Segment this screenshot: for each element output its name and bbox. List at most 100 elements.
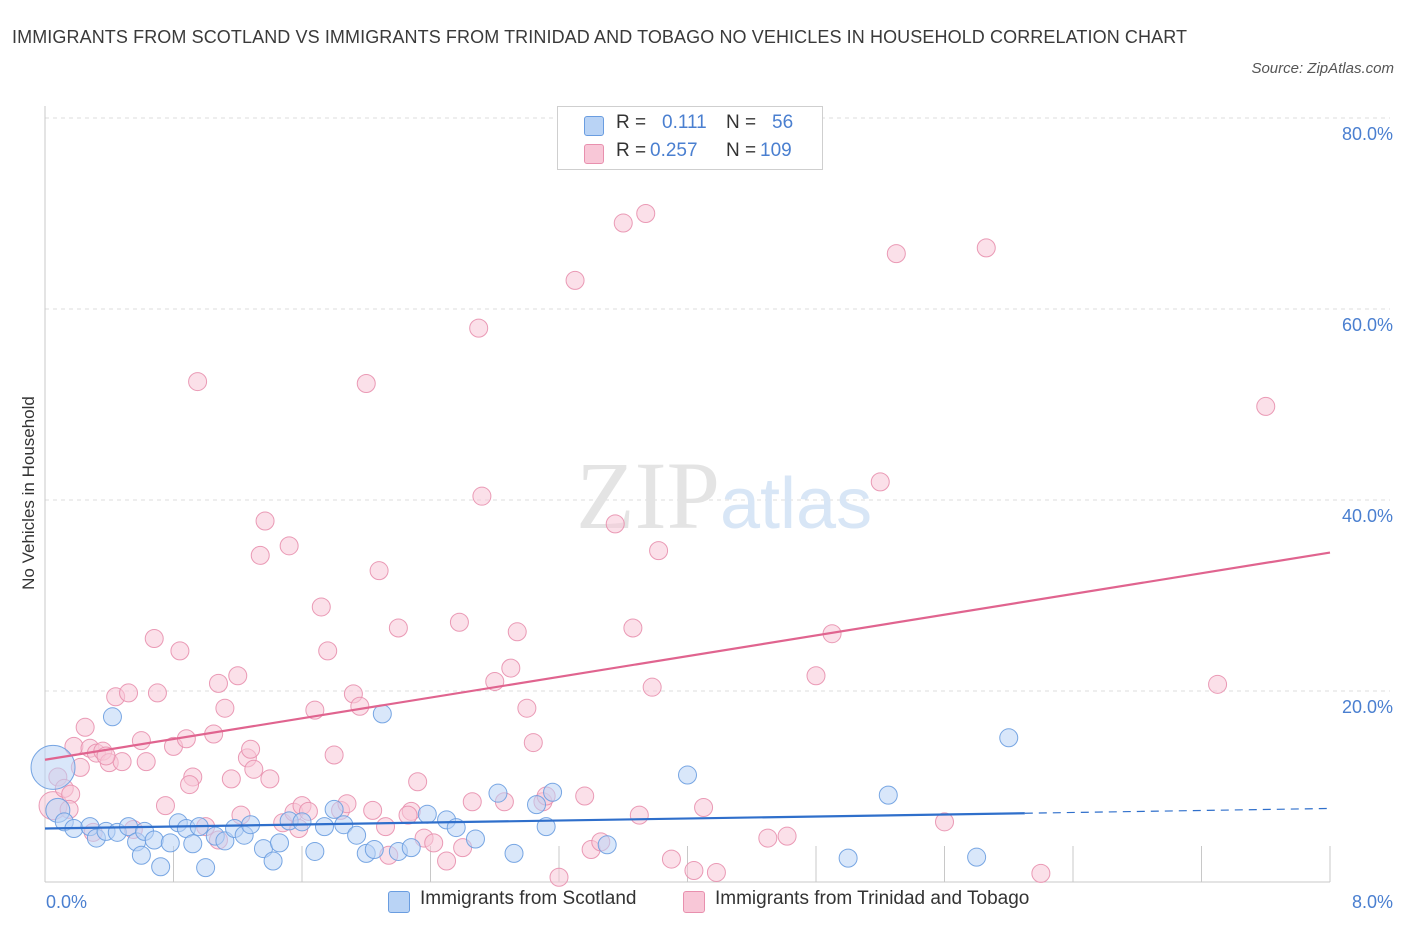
data-point-scotland bbox=[347, 825, 367, 845]
bottom-legend-label-scotland: Immigrants from Scotland bbox=[420, 888, 637, 909]
legend-n-label: N = bbox=[726, 140, 757, 161]
x-tick-labels: 0.0% 8.0% bbox=[46, 892, 1393, 912]
data-point-scotland bbox=[160, 833, 180, 853]
data-point-scotland bbox=[144, 830, 164, 850]
y-tick-labels: 20.0% 40.0% 60.0% 80.0% bbox=[1342, 124, 1393, 717]
data-point-trinidad bbox=[523, 733, 543, 753]
data-point-scotland bbox=[999, 728, 1019, 748]
data-point-trinidad bbox=[1256, 396, 1276, 416]
y-tick-label: 40.0% bbox=[1342, 506, 1393, 526]
data-point-trinidad bbox=[388, 618, 408, 638]
data-point-trinidad bbox=[241, 739, 261, 759]
data-point-trinidad bbox=[1208, 674, 1228, 694]
trend-line-trinidad bbox=[44, 551, 1331, 761]
data-point-trinidad bbox=[462, 792, 482, 812]
data-point-trinidad bbox=[398, 805, 418, 825]
data-point-scotland bbox=[324, 799, 344, 819]
data-point-trinidad bbox=[147, 683, 167, 703]
data-point-trinidad bbox=[517, 698, 537, 718]
data-point-trinidad bbox=[356, 373, 376, 393]
y-tick-label: 20.0% bbox=[1342, 697, 1393, 717]
data-point-trinidad bbox=[806, 666, 826, 686]
data-point-trinidad bbox=[311, 597, 331, 617]
series-trinidad-points bbox=[38, 204, 1276, 887]
data-point-trinidad bbox=[363, 800, 383, 820]
data-point-trinidad bbox=[976, 238, 996, 258]
data-point-trinidad bbox=[649, 541, 669, 561]
data-point-trinidad bbox=[188, 372, 208, 392]
gridlines bbox=[45, 117, 1390, 692]
data-point-trinidad bbox=[208, 673, 228, 693]
y-tick-label: 80.0% bbox=[1342, 124, 1393, 144]
data-point-trinidad bbox=[255, 511, 275, 531]
legend-n-value-scotland: 56 bbox=[772, 112, 794, 133]
data-point-trinidad bbox=[136, 752, 156, 772]
data-point-scotland bbox=[465, 829, 485, 849]
data-point-trinidad bbox=[119, 683, 139, 703]
y-axis-label: No Vehicles in Household bbox=[19, 396, 38, 590]
data-point-trinidad bbox=[684, 861, 704, 881]
data-point-trinidad bbox=[131, 731, 151, 751]
data-point-trinidad bbox=[221, 769, 241, 789]
source-label: Source: ZipAtlas.com bbox=[1251, 60, 1394, 77]
data-point-trinidad bbox=[1031, 863, 1051, 883]
data-point-trinidad bbox=[549, 867, 569, 887]
bottom-legend-swatch-trinidad bbox=[683, 891, 705, 913]
chart-title: IMMIGRANTS FROM SCOTLAND VS IMMIGRANTS F… bbox=[12, 27, 1188, 47]
data-point-trinidad bbox=[437, 851, 457, 871]
data-point-scotland bbox=[305, 841, 325, 861]
data-point-scotland bbox=[504, 843, 524, 863]
data-point-scotland bbox=[543, 782, 563, 802]
data-point-scotland bbox=[102, 707, 122, 727]
data-point-trinidad bbox=[605, 514, 625, 534]
data-point-scotland bbox=[30, 744, 76, 790]
data-point-trinidad bbox=[228, 666, 248, 686]
legend-n-value-trinidad: 109 bbox=[760, 140, 792, 161]
data-point-scotland bbox=[527, 795, 547, 815]
data-point-trinidad bbox=[694, 798, 714, 818]
watermark-zip: ZIP bbox=[576, 442, 720, 549]
legend-swatch-trinidad bbox=[584, 144, 604, 164]
legend-swatch-scotland bbox=[584, 116, 604, 136]
data-point-scotland bbox=[678, 765, 697, 785]
data-point-trinidad bbox=[324, 745, 344, 765]
data-point-scotland bbox=[263, 851, 283, 871]
data-point-trinidad bbox=[501, 658, 521, 678]
data-point-scotland bbox=[183, 834, 203, 854]
data-point-scotland bbox=[270, 833, 290, 853]
legend-r-value-scotland: 0.111 bbox=[662, 112, 707, 133]
data-point-trinidad bbox=[575, 786, 595, 806]
data-point-trinidad bbox=[472, 486, 492, 506]
data-point-scotland bbox=[967, 847, 987, 867]
data-point-trinidad bbox=[642, 677, 662, 697]
legend-n-label: N = bbox=[726, 112, 757, 133]
data-point-trinidad bbox=[279, 536, 299, 556]
bottom-legend-swatch-scotland bbox=[388, 891, 410, 913]
x-tick-label-min: 0.0% bbox=[46, 892, 87, 912]
data-point-trinidad bbox=[469, 318, 489, 338]
data-point-trinidad bbox=[170, 641, 190, 661]
data-point-trinidad bbox=[449, 612, 469, 632]
data-point-trinidad bbox=[507, 622, 527, 642]
data-point-trinidad bbox=[758, 828, 778, 848]
data-point-trinidad bbox=[629, 805, 649, 825]
data-point-trinidad bbox=[565, 270, 585, 290]
data-point-scotland bbox=[488, 783, 508, 803]
data-point-trinidad bbox=[155, 796, 175, 816]
data-point-trinidad bbox=[935, 812, 954, 832]
data-point-trinidad bbox=[870, 472, 890, 492]
data-point-trinidad bbox=[112, 752, 132, 772]
trend-line-scotland bbox=[44, 812, 1025, 830]
data-point-trinidad bbox=[215, 698, 235, 718]
data-point-scotland bbox=[536, 817, 556, 837]
legend-r-value-trinidad: 0.257 bbox=[650, 140, 698, 161]
series-scotland-points bbox=[30, 704, 1019, 878]
data-point-trinidad bbox=[623, 618, 643, 638]
watermark-atlas: atlas bbox=[720, 464, 872, 544]
axes bbox=[44, 106, 1331, 883]
data-point-scotland bbox=[597, 835, 617, 855]
data-point-trinidad bbox=[886, 244, 906, 264]
trend-lines bbox=[44, 551, 1331, 830]
data-point-trinidad bbox=[180, 775, 200, 795]
